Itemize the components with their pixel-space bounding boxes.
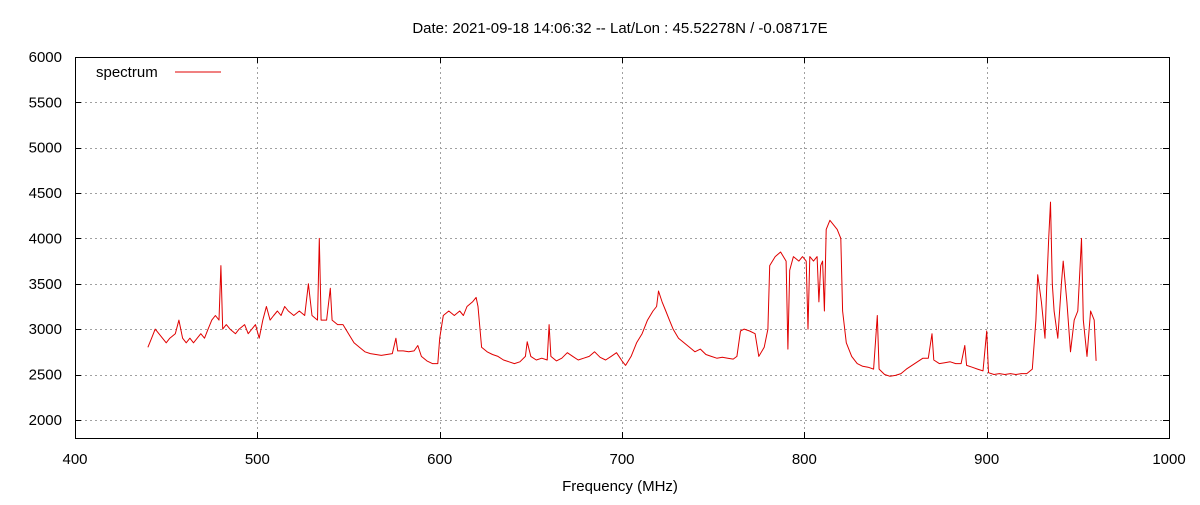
x-tick-label: 900 (974, 451, 999, 468)
legend: spectrum (96, 64, 221, 81)
y-tick-label: 5000 (29, 140, 62, 157)
x-tick-label: 500 (245, 451, 270, 468)
x-axis-label: Frequency (MHz) (562, 478, 678, 495)
y-tick-label: 3000 (29, 321, 62, 338)
y-tick-label: 4000 (29, 230, 62, 247)
x-tick-label: 1000 (1152, 451, 1185, 468)
x-tick-label: 400 (62, 451, 87, 468)
legend-label-spectrum: spectrum (96, 64, 158, 81)
x-tick-label: 700 (609, 451, 634, 468)
plot-frame (75, 57, 1170, 439)
series-layer (147, 201, 1097, 377)
x-tick-label: 800 (792, 451, 817, 468)
y-tick-label: 4500 (29, 185, 62, 202)
x-tick-label: 600 (427, 451, 452, 468)
y-tick-label: 2500 (29, 367, 62, 384)
y-tick-label: 5500 (29, 94, 62, 111)
chart-title: Date: 2021-09-18 14:06:32 -- Lat/Lon : 4… (412, 20, 827, 37)
y-tick-label: 3500 (29, 276, 62, 293)
x-tick-labels: 400 500 600 700 800 900 1000 (62, 451, 1185, 468)
y-tick-label: 6000 (29, 49, 62, 66)
y-tick-label: 2000 (29, 412, 62, 429)
y-tick-labels: 2000 2500 3000 3500 4000 4500 5000 5500 6000 (29, 49, 62, 429)
grid-lines (75, 57, 1169, 438)
series-line-spectrum (147, 201, 1097, 377)
